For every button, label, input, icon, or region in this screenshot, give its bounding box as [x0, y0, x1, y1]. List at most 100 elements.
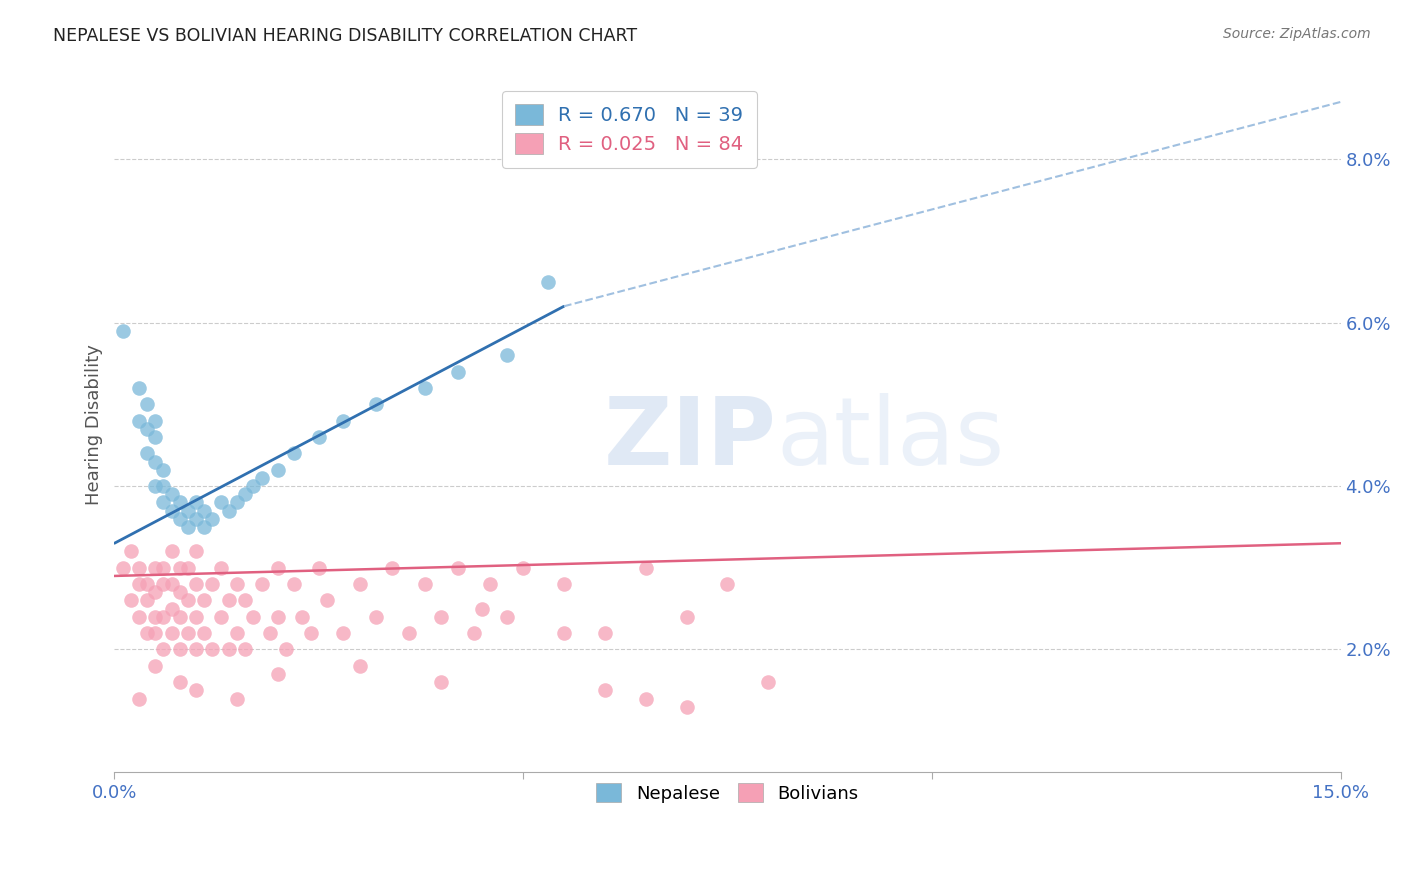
Point — [186, 512, 208, 526]
Point — [160, 626, 183, 640]
Point — [186, 683, 208, 698]
Point — [128, 691, 150, 706]
Point — [242, 609, 264, 624]
Point — [186, 495, 208, 509]
Point — [634, 691, 657, 706]
Point — [136, 422, 159, 436]
Point — [186, 609, 208, 624]
Point — [177, 593, 200, 607]
Point — [316, 593, 339, 607]
Point — [267, 667, 290, 681]
Legend: Nepalese, Bolivians: Nepalese, Bolivians — [583, 770, 872, 815]
Point — [193, 520, 215, 534]
Point — [512, 561, 534, 575]
Point — [160, 601, 183, 615]
Point — [152, 495, 174, 509]
Point — [398, 626, 420, 640]
Point — [267, 609, 290, 624]
Point — [136, 593, 159, 607]
Point — [169, 512, 191, 526]
Point — [430, 609, 453, 624]
Point — [177, 626, 200, 640]
Point — [479, 577, 502, 591]
Point — [218, 503, 240, 517]
Point — [209, 561, 232, 575]
Point — [332, 626, 354, 640]
Point — [111, 561, 134, 575]
Text: NEPALESE VS BOLIVIAN HEARING DISABILITY CORRELATION CHART: NEPALESE VS BOLIVIAN HEARING DISABILITY … — [53, 27, 637, 45]
Point — [242, 479, 264, 493]
Point — [349, 577, 371, 591]
Point — [593, 683, 616, 698]
Point — [201, 642, 224, 657]
Point — [186, 544, 208, 558]
Point — [152, 463, 174, 477]
Point — [152, 609, 174, 624]
Point — [143, 626, 166, 640]
Point — [169, 609, 191, 624]
Point — [364, 397, 387, 411]
Point — [136, 397, 159, 411]
Point — [430, 675, 453, 690]
Point — [447, 561, 470, 575]
Point — [152, 642, 174, 657]
Point — [675, 609, 697, 624]
Point — [495, 348, 517, 362]
Point — [308, 430, 330, 444]
Point — [233, 642, 256, 657]
Point — [143, 430, 166, 444]
Point — [233, 593, 256, 607]
Point — [169, 495, 191, 509]
Point — [553, 577, 575, 591]
Point — [267, 561, 290, 575]
Point — [143, 454, 166, 468]
Point — [209, 495, 232, 509]
Point — [413, 577, 436, 591]
Point — [169, 642, 191, 657]
Point — [186, 642, 208, 657]
Point — [381, 561, 404, 575]
Point — [193, 593, 215, 607]
Point — [593, 626, 616, 640]
Point — [299, 626, 322, 640]
Point — [136, 626, 159, 640]
Point — [177, 561, 200, 575]
Point — [218, 642, 240, 657]
Point — [634, 561, 657, 575]
Point — [160, 577, 183, 591]
Point — [143, 479, 166, 493]
Text: Source: ZipAtlas.com: Source: ZipAtlas.com — [1223, 27, 1371, 41]
Point — [716, 577, 738, 591]
Point — [160, 544, 183, 558]
Point — [226, 626, 249, 640]
Point — [463, 626, 485, 640]
Point — [675, 699, 697, 714]
Point — [128, 609, 150, 624]
Point — [447, 365, 470, 379]
Point — [291, 609, 314, 624]
Point — [143, 561, 166, 575]
Point — [201, 577, 224, 591]
Point — [226, 577, 249, 591]
Point — [152, 577, 174, 591]
Point — [152, 561, 174, 575]
Point — [143, 585, 166, 599]
Point — [250, 471, 273, 485]
Point — [250, 577, 273, 591]
Point — [536, 275, 558, 289]
Point — [226, 691, 249, 706]
Point — [364, 609, 387, 624]
Point — [413, 381, 436, 395]
Point — [128, 577, 150, 591]
Point — [152, 479, 174, 493]
Point — [308, 561, 330, 575]
Point — [128, 561, 150, 575]
Point — [120, 544, 142, 558]
Point — [233, 487, 256, 501]
Point — [193, 503, 215, 517]
Point — [274, 642, 297, 657]
Point — [177, 520, 200, 534]
Point — [756, 675, 779, 690]
Point — [143, 609, 166, 624]
Point — [267, 463, 290, 477]
